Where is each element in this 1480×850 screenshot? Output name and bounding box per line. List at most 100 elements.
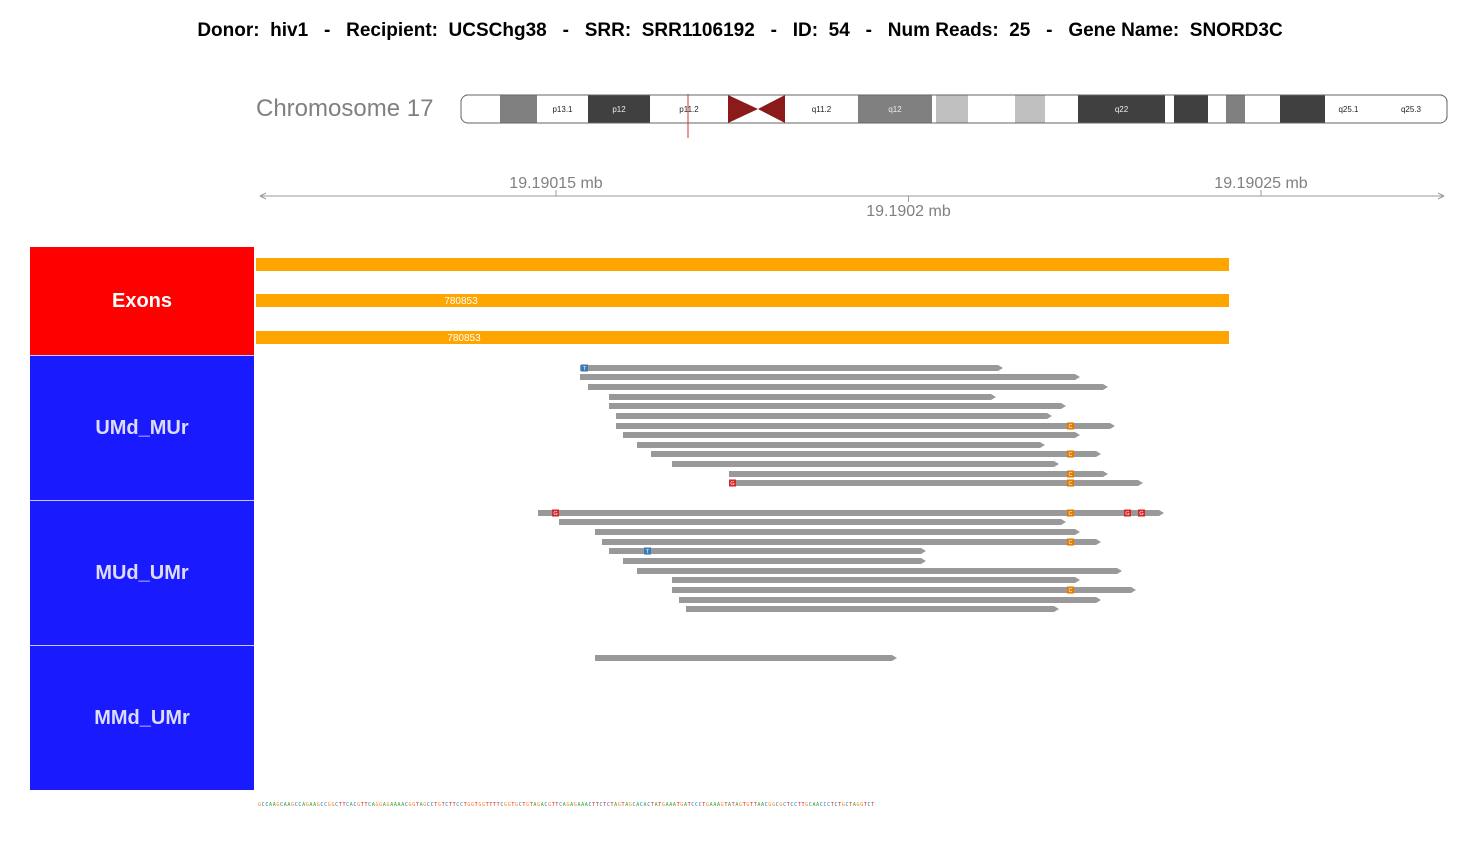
chromosome-ideogram[interactable]: p13.1 p12 p11.2 q11.2 q12 q22 q25.1 q25.3: [460, 94, 1450, 140]
axis-tick-label: 19.19015 mb: [509, 175, 603, 192]
track-label-text: MUd_UMr: [95, 561, 189, 584]
chromosome-band[interactable]: [1325, 95, 1372, 123]
read[interactable]: [559, 519, 1066, 525]
read[interactable]: [609, 548, 926, 554]
mismatch-marker: [1067, 450, 1074, 458]
read[interactable]: [637, 568, 1122, 574]
chromosome-band[interactable]: [1015, 95, 1045, 123]
mismatch-marker: [729, 479, 736, 487]
mismatch-marker: [1067, 470, 1074, 478]
page-title: Donor: hiv1 - Recipient: UCSChg38 - SRR:…: [197, 20, 1283, 41]
read[interactable]: [729, 471, 1108, 477]
mismatch-marker: [1067, 479, 1074, 487]
read[interactable]: [616, 423, 1115, 429]
axis-tick-label: 19.1902 mb: [866, 203, 951, 220]
chromosome-band[interactable]: [1376, 95, 1446, 123]
chromosome-band[interactable]: [1226, 95, 1245, 123]
read[interactable]: [637, 442, 1045, 448]
mismatch-base: C: [1069, 540, 1073, 546]
chromosome-band[interactable]: [461, 95, 500, 123]
track-label-text: Exons: [111, 289, 173, 312]
mismatch-marker: [1124, 509, 1131, 517]
read[interactable]: [616, 413, 1052, 419]
exon-feature-label: 780853: [447, 333, 481, 344]
mismatch-base: C: [1069, 481, 1073, 487]
chromosome-band[interactable]: [1078, 95, 1165, 123]
mismatch-base: G: [553, 511, 557, 517]
read[interactable]: [595, 529, 1080, 535]
band-label: p11.2: [679, 105, 699, 114]
chromosome-border: [460, 94, 1448, 124]
read[interactable]: [672, 587, 1136, 593]
chromosome-label: Chromosome 17: [256, 95, 434, 122]
read[interactable]: [595, 655, 897, 661]
chromosome-band[interactable]: [588, 95, 650, 123]
read[interactable]: [651, 451, 1101, 457]
read[interactable]: [580, 374, 1080, 380]
mismatch-base: C: [1069, 472, 1073, 478]
track-label-mmd-umr[interactable]: MMd_UMr: [30, 645, 254, 790]
read[interactable]: [729, 480, 1143, 486]
chromosome-band[interactable]: [537, 95, 588, 123]
mismatch-base: C: [1069, 452, 1073, 458]
mismatch-base: T: [583, 366, 587, 372]
mismatch-marker: [552, 509, 559, 517]
band-label: q25.1: [1338, 105, 1359, 114]
centromere-right: [758, 95, 785, 123]
band-label: q22: [1115, 105, 1129, 114]
chromosome-band[interactable]: [968, 95, 1015, 123]
mismatch-base: G: [1139, 511, 1143, 517]
mismatch-base: C: [1069, 588, 1073, 594]
centromere-left: [728, 95, 758, 123]
band-label: p13.1: [552, 105, 573, 114]
mismatch-base: T: [646, 549, 650, 555]
mismatch-marker: [1067, 422, 1074, 430]
mismatch-marker: [1067, 538, 1074, 546]
band-label: p12: [612, 105, 626, 114]
read[interactable]: [686, 606, 1059, 612]
read[interactable]: [623, 558, 926, 564]
mismatch-base: C: [1069, 424, 1073, 430]
band-label: q11.2: [812, 105, 832, 114]
band-label: q25.3: [1401, 105, 1422, 114]
track-label-umd-mur[interactable]: UMd_MUr: [30, 355, 254, 500]
mismatch-base: G: [730, 481, 734, 487]
exon-feature-label: 780853: [444, 296, 478, 307]
read[interactable]: [609, 403, 1066, 409]
exon-feature[interactable]: [256, 331, 1229, 344]
chromosome-band[interactable]: [500, 95, 537, 123]
read[interactable]: [672, 461, 1059, 467]
read[interactable]: [679, 597, 1101, 603]
track-label-exons[interactable]: Exons: [30, 247, 254, 355]
track-label-mud-umr[interactable]: MUd_UMr: [30, 500, 254, 645]
exon-feature[interactable]: [256, 258, 1229, 271]
read[interactable]: [672, 577, 1080, 583]
chromosome-band[interactable]: [936, 95, 968, 123]
read[interactable]: [602, 539, 1101, 545]
read[interactable]: [580, 365, 1003, 371]
band-label: q12: [888, 105, 902, 114]
chromosome-band[interactable]: [858, 95, 932, 123]
track-label-text: UMd_MUr: [95, 416, 189, 439]
track-label-text: MMd_UMr: [94, 706, 190, 729]
mismatch-base: G: [1125, 511, 1129, 517]
axis-arrow-right: [1437, 192, 1445, 200]
chromosome-band[interactable]: [650, 95, 728, 123]
genome-axis: 19.19015 mb 19.1902 mb 19.19025 mb: [259, 175, 1445, 220]
mismatch-marker: [1067, 509, 1074, 517]
read[interactable]: [588, 384, 1108, 390]
read[interactable]: [609, 394, 996, 400]
mismatch-marker: [1138, 509, 1145, 517]
exon-feature[interactable]: [256, 294, 1229, 307]
read[interactable]: [538, 510, 1164, 516]
mismatch-marker: [644, 547, 651, 555]
mismatch-base: C: [1069, 511, 1073, 517]
read[interactable]: [623, 432, 1080, 438]
mismatch-marker: [1067, 586, 1074, 594]
axis-arrow-left: [259, 192, 267, 200]
mismatch-marker: [581, 364, 588, 372]
chromosome-band[interactable]: [785, 95, 858, 123]
chromosome-band[interactable]: [1174, 95, 1208, 123]
chromosome-band[interactable]: [1280, 95, 1325, 123]
